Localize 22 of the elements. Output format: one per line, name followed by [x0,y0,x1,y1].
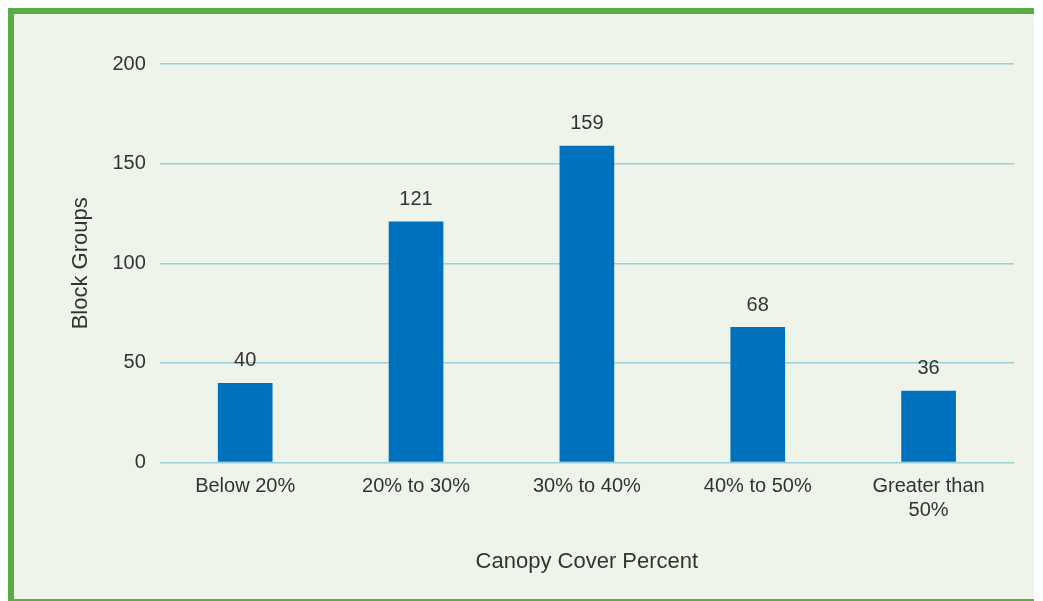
data-label: 121 [399,186,433,209]
bar [388,221,444,462]
y-tick-label: 0 [134,450,146,473]
x-tick-label: Greater than 50% [872,474,985,521]
y-tick-label: 200 [112,51,146,74]
bar [901,390,956,462]
data-label: 68 [746,292,769,315]
x-tick-label: 30% to 40% [532,474,642,497]
data-label: 159 [570,111,604,134]
bar [217,382,273,462]
data-label: 36 [917,356,940,379]
bar [730,327,786,462]
bar [559,145,615,462]
x-tick-label: 40% to 50% [703,474,812,497]
data-label: 40 [234,348,257,371]
y-axis-title: Block Groups [67,197,93,330]
x-tick-label: 20% to 30% [362,474,471,497]
y-tick-label: 50 [123,350,146,373]
y-tick-label: 100 [112,250,146,273]
x-tick-label: Below 20% [195,474,296,497]
y-tick-label: 150 [112,151,146,174]
x-axis-title: Canopy Cover Percent [475,547,699,573]
